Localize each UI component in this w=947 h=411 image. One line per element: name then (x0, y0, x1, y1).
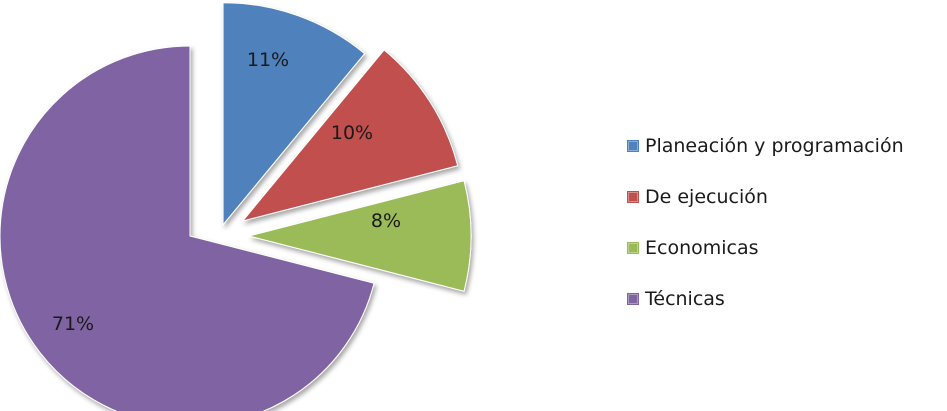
pie-slice-0 (222, 2, 366, 227)
legend-swatch-planeacion (627, 139, 639, 152)
pie-slice-2 (248, 180, 472, 292)
pie-data-label-2: 8% (371, 210, 401, 232)
legend-swatch-ejecucion (627, 190, 639, 203)
legend-item-economicas: Economicas (627, 235, 904, 260)
legend-swatch-tecnicas (627, 292, 639, 305)
legend-item-tecnicas: Técnicas (627, 286, 904, 311)
legend-label-economicas: Economicas (645, 236, 759, 259)
legend-label-planeacion: Planeación y programación (645, 134, 904, 157)
legend-swatch-economicas (627, 241, 639, 254)
legend-item-planeacion: Planeación y programación (627, 133, 904, 158)
pie-slice-1 (241, 49, 459, 222)
legend-item-ejecucion: De ejecución (627, 184, 904, 209)
legend-label-ejecucion: De ejecución (645, 185, 768, 208)
pie-data-label-3: 71% (52, 313, 94, 335)
pie-data-label-1: 10% (331, 122, 373, 144)
pie-slice-3 (0, 45, 375, 411)
pie-slices (0, 2, 472, 411)
chart-legend: Planeación y programación De ejecución E… (627, 133, 904, 311)
pie-data-labels: 11% 10% 8% 71% (52, 49, 401, 335)
pie-data-label-0: 11% (247, 49, 289, 71)
legend-label-tecnicas: Técnicas (645, 287, 725, 310)
